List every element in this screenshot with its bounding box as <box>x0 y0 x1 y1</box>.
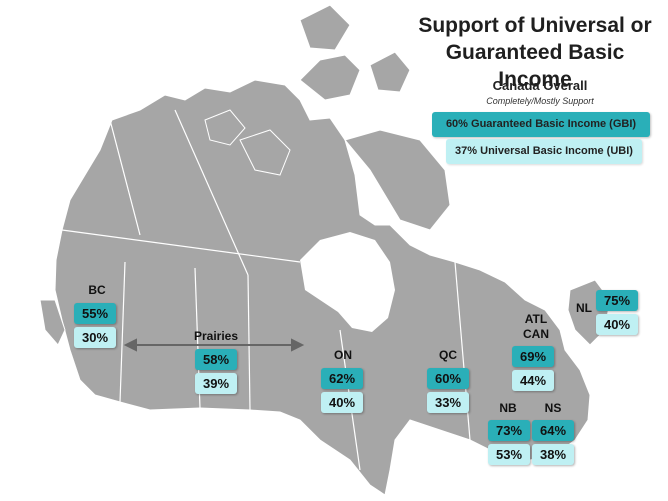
bc-ubi: 30% <box>74 327 116 348</box>
nb-ubi: 53% <box>488 444 530 465</box>
on-ubi: 40% <box>321 392 363 413</box>
title-line-2: Guaranteed Basic Income <box>445 41 625 91</box>
ns-gbi: 64% <box>532 420 574 441</box>
region-label-nl: NL <box>576 301 592 315</box>
title-line-1: Support of Universal or <box>418 14 652 37</box>
legend-heading: Canada Overall <box>492 78 588 93</box>
region-label-bc: BC <box>88 283 106 297</box>
prairies-ubi: 39% <box>195 373 237 394</box>
bc-gbi: 55% <box>74 303 116 324</box>
region-label-on: ON <box>334 348 352 362</box>
nl-gbi: 75% <box>596 290 638 311</box>
prairies-arrow <box>123 338 305 352</box>
atl-ubi: 44% <box>512 370 554 391</box>
ns-ubi: 38% <box>532 444 574 465</box>
legend-ubi: 37% Universal Basic Income (UBI) <box>446 139 642 164</box>
atl-gbi: 69% <box>512 346 554 367</box>
qc-ubi: 33% <box>427 392 469 413</box>
legend-gbi: 60% Guaranteed Basic Income (GBI) <box>432 112 650 137</box>
region-label-can: CAN <box>523 327 549 341</box>
qc-gbi: 60% <box>427 368 469 389</box>
region-label-ns: NS <box>544 401 562 415</box>
region-label-atl: ATL <box>524 312 548 326</box>
prairies-gbi: 58% <box>195 349 237 370</box>
chart-title: Support of Universal or Guaranteed Basic… <box>410 12 660 93</box>
region-label-prairies: Prairies <box>193 329 239 343</box>
region-label-qc: QC <box>439 348 457 362</box>
region-label-nb: NB <box>499 401 517 415</box>
nl-ubi: 40% <box>596 314 638 335</box>
on-gbi: 62% <box>321 368 363 389</box>
legend-subheading: Completely/Mostly Support <box>486 96 594 106</box>
canada-landmass <box>39 4 611 496</box>
nb-gbi: 73% <box>488 420 530 441</box>
